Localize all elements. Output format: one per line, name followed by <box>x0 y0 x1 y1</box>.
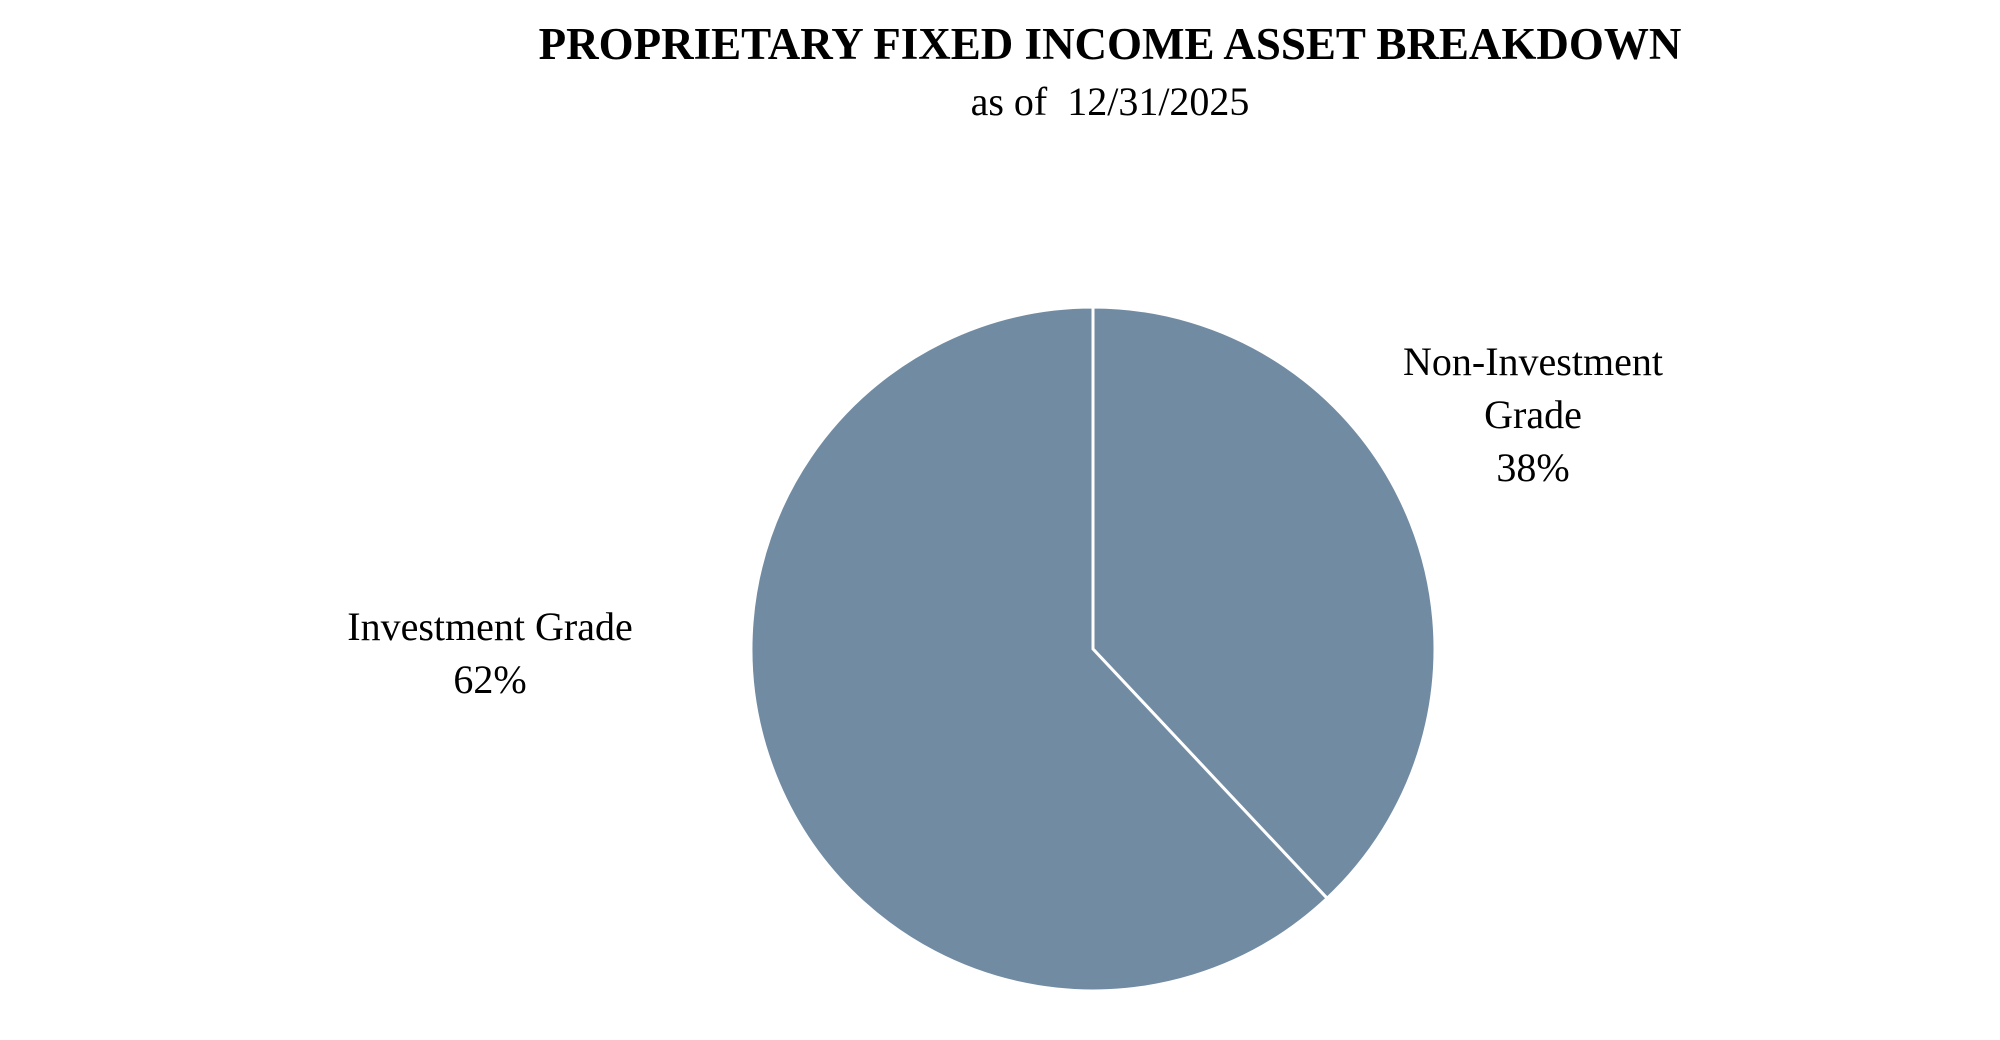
value-label: 38% <box>1496 445 1570 490</box>
pie-slice <box>749 305 1330 993</box>
chart-subtitle: as of 12/31/2025 <box>970 79 1250 124</box>
pie-slice <box>1091 305 1437 901</box>
slice-label: Non-Investment Grade 38% <box>1403 335 1663 494</box>
category-label: Non-Investment Grade <box>1403 339 1663 437</box>
category-label: Investment Grade <box>347 604 633 649</box>
slice-label: Investment Grade 62% <box>290 600 690 706</box>
chart-title: PROPRIETARY FIXED INCOME ASSET BREAKDOWN <box>538 19 1682 69</box>
value-label: 62% <box>453 657 527 702</box>
